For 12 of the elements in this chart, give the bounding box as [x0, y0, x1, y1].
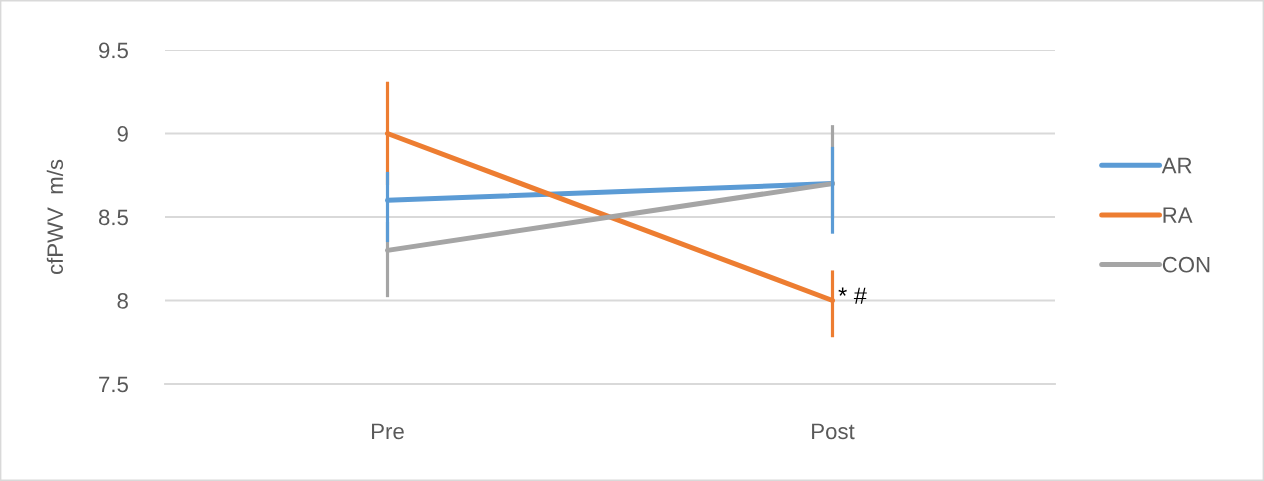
y-tick-label: 9 [117, 126, 128, 142]
x-tick-label: Pre [372, 423, 404, 440]
y-tick-label: 7.5 [99, 376, 128, 393]
annotation: * # [838, 287, 867, 304]
legend-label: CON [1162, 256, 1210, 273]
y-tick-label: 8.5 [98, 209, 128, 226]
y-tick-label: 9.5 [99, 42, 128, 59]
x-tick-label: Post [812, 423, 855, 440]
y-axis-title: cfPWV m/s [46, 159, 64, 275]
legend-label: RA [1163, 207, 1193, 223]
y-tick-label: 8 [117, 293, 128, 309]
legend-label: AR [1161, 157, 1192, 174]
